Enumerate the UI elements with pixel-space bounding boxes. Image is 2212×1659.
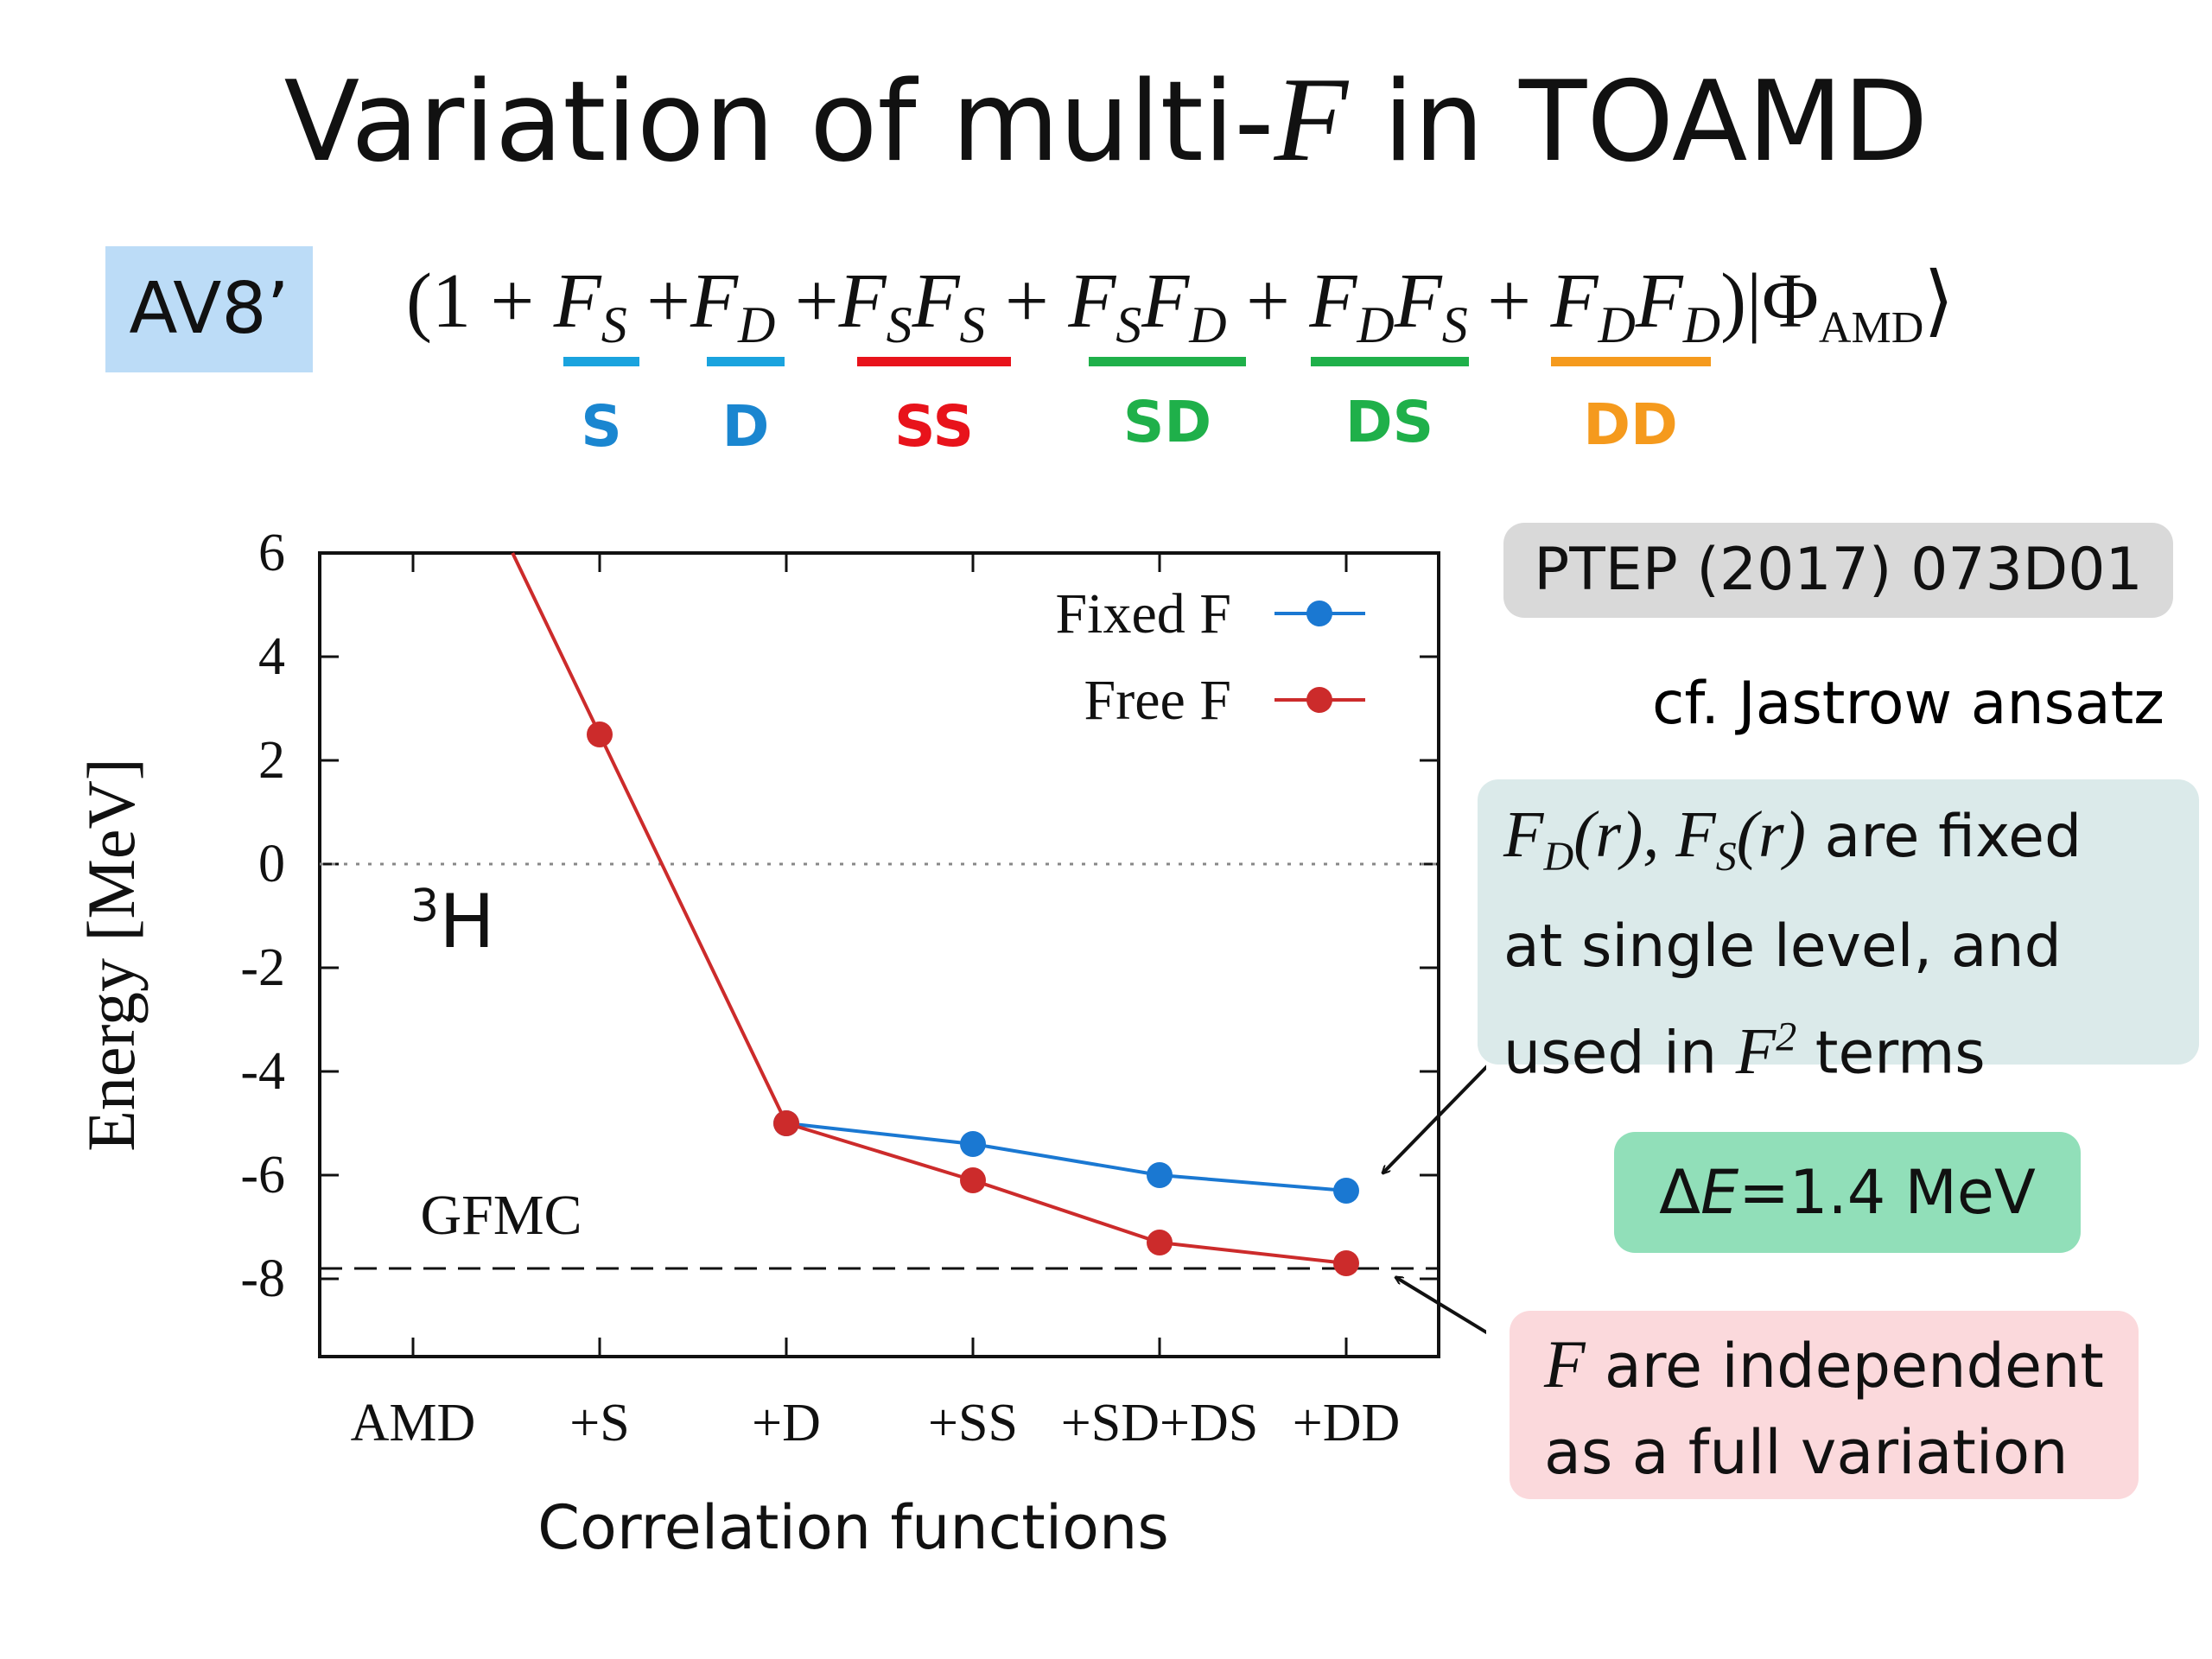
delta-e-box: ΔE=1.4 MeV: [1614, 1132, 2081, 1253]
plot-frame: [318, 551, 1440, 1358]
free-f-note: F are independent as a full variation: [1510, 1311, 2139, 1499]
fixed-note-line3: used in F2 terms: [1503, 1014, 1986, 1088]
legend-label-0: Fixed F: [1055, 582, 1231, 645]
fixed-f-note: FD(r), FS(r) are fixed at single level, …: [1478, 779, 2199, 1088]
fixed-note-line1: FD(r), FS(r) are fixed: [1503, 798, 2082, 880]
title-variable: F: [1274, 53, 1349, 187]
term-label-ds: DS: [1344, 389, 1434, 455]
cf-text: cf. Jastrow ansatz: [1652, 670, 2164, 738]
potential-label: AV8’: [105, 246, 313, 372]
term-underline-ds: [1311, 357, 1469, 366]
y-tick-label: -6: [240, 1146, 285, 1205]
y-tick-label: -8: [240, 1249, 285, 1308]
data-point-fixed: [960, 1131, 986, 1157]
term-label-dd: DD: [1583, 391, 1678, 458]
energy-chart: 6 4 2 0 -2 -4 -6 -8 AMD +S +D +SS +SD+DS +DD GFMC 3H Fix…: [73, 524, 1486, 1563]
x-tick-label: +SD+DS: [1061, 1394, 1258, 1452]
y-axis-label: Energy [MeV]: [73, 758, 149, 1152]
y-tick-label: 0: [258, 835, 285, 893]
y-tick-label: -2: [240, 938, 285, 997]
slide-title: Variation of multi-F in TOAMD: [283, 53, 1929, 187]
free-note-line2: as a full variation: [1544, 1417, 2069, 1488]
data-point-fixed: [1333, 1178, 1359, 1204]
data-point-free: [587, 721, 613, 747]
term-underline-d: [707, 357, 785, 366]
arrow-fixed: [1382, 1065, 1486, 1173]
term-underline-sd: [1089, 357, 1246, 366]
data-point-free: [1147, 1230, 1173, 1255]
data-point-free: [1333, 1250, 1359, 1276]
x-tick-label: +SS: [928, 1394, 1018, 1452]
term-label-d: D: [721, 393, 770, 460]
y-tick-label: 4: [258, 627, 285, 686]
y-tick-label: 2: [258, 731, 285, 790]
x-tick-label: AMD: [351, 1394, 476, 1452]
reference-box: PTEP (2017) 073D01: [1503, 523, 2173, 618]
x-tick-label: +DD: [1293, 1394, 1401, 1452]
term-label-ss: SS: [893, 393, 975, 460]
legend-label-1: Free F: [1084, 669, 1231, 732]
legend-marker-1: [1306, 687, 1332, 713]
fixed-note-line2: at single level, and: [1503, 912, 2062, 982]
data-point-free: [773, 1110, 799, 1136]
data-point-fixed: [1147, 1162, 1173, 1188]
nucleus-label: 3H: [410, 879, 495, 965]
term-label-s: S: [581, 393, 622, 460]
x-tick-label: +D: [752, 1394, 821, 1452]
data-point-free: [960, 1167, 986, 1193]
legend-marker-0: [1306, 601, 1332, 626]
series-line-1: [511, 552, 1347, 1265]
arrow-free: [1395, 1275, 1486, 1335]
term-underline-s: [563, 357, 639, 366]
x-axis-label: Correlation functions: [537, 1492, 1169, 1563]
x-tick-label: +S: [569, 1394, 629, 1452]
free-note-line1: F are independent: [1544, 1326, 2104, 1402]
term-label-sd: SD: [1122, 389, 1212, 455]
correlation-formula: (1 + FS +FD +FSFS + FSFD + FDFS + FDFD)|…: [406, 258, 1955, 353]
gfmc-label: GFMC: [420, 1184, 582, 1247]
y-tick-label: 6: [258, 524, 285, 582]
y-tick-label: -4: [240, 1042, 285, 1101]
term-underline-dd: [1551, 357, 1711, 366]
series-line-0: [785, 1122, 1347, 1192]
term-underline-ss: [857, 357, 1011, 366]
